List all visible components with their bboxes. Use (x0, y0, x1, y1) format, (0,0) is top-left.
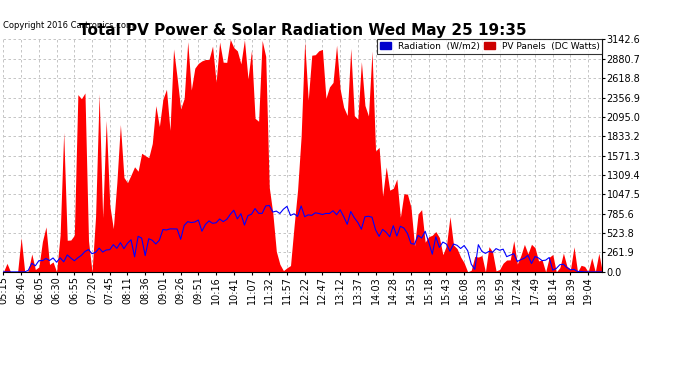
Legend: Radiation  (W/m2), PV Panels  (DC Watts): Radiation (W/m2), PV Panels (DC Watts) (377, 39, 602, 54)
Title: Total PV Power & Solar Radiation Wed May 25 19:35: Total PV Power & Solar Radiation Wed May… (79, 23, 526, 38)
Text: Copyright 2016 Cartronics.com: Copyright 2016 Cartronics.com (3, 21, 135, 30)
